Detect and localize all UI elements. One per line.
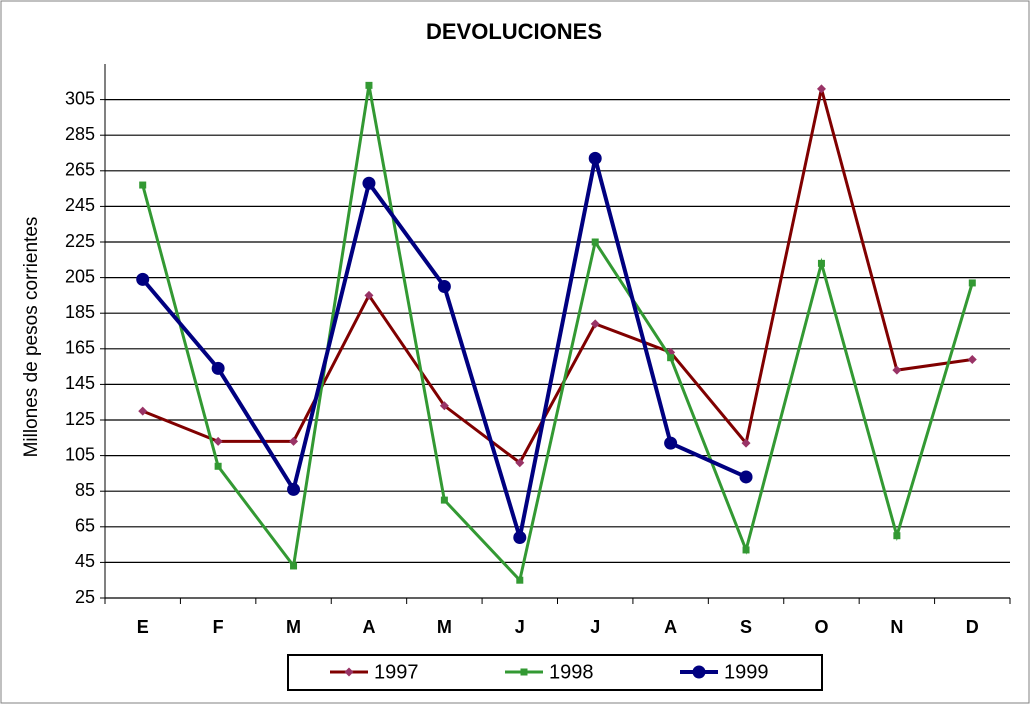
data-point [516, 576, 524, 584]
data-point [139, 181, 147, 189]
x-tick-label: M [286, 617, 301, 637]
x-tick-label: J [590, 617, 600, 637]
y-tick-label: 85 [75, 480, 95, 500]
y-tick-label: 165 [65, 338, 95, 358]
data-point [588, 151, 602, 165]
x-tick-label: D [966, 617, 979, 637]
legend-box [287, 654, 823, 691]
x-tick-label: A [664, 617, 677, 637]
y-tick-label: 245 [65, 195, 95, 215]
y-tick-label: 65 [75, 516, 95, 536]
data-point [287, 482, 301, 496]
legend-label: 1998 [549, 661, 594, 683]
y-tick-label: 45 [75, 551, 95, 571]
data-point [893, 532, 901, 540]
series-line [141, 85, 974, 584]
data-point [211, 361, 225, 375]
data-point [515, 458, 525, 468]
data-point [214, 462, 222, 470]
data-point [289, 436, 299, 446]
y-tick-label: 25 [75, 587, 95, 607]
y-tick-label: 305 [65, 88, 95, 108]
data-point [439, 401, 449, 411]
legend-label: 1997 [374, 661, 419, 683]
data-point [513, 530, 527, 544]
data-point [590, 319, 600, 329]
data-point [817, 259, 825, 267]
data-point [365, 81, 373, 89]
x-tick-label: E [137, 617, 149, 637]
data-point [364, 290, 374, 300]
legend-marker [344, 667, 354, 677]
x-tick-label: J [515, 617, 525, 637]
y-axis-label: Millones de pesos corrientes [21, 217, 42, 458]
chart-title: DEVOLUCIONES [426, 19, 602, 44]
x-tick-label: N [890, 617, 903, 637]
y-tick-label: 265 [65, 160, 95, 180]
data-point [290, 562, 298, 570]
data-point [437, 280, 451, 293]
data-point [136, 272, 150, 286]
legend-marker [520, 668, 528, 676]
data-point [968, 279, 976, 287]
x-tick-label: M [437, 617, 452, 637]
data-point [816, 84, 826, 94]
data-point [741, 438, 751, 448]
data-point [742, 546, 750, 554]
y-tick-label: 185 [65, 302, 95, 322]
x-tick-label: F [213, 617, 224, 637]
y-tick-label: 225 [65, 231, 95, 251]
data-point [440, 496, 448, 504]
y-tick-label: 145 [65, 373, 95, 393]
data-point [967, 354, 977, 364]
y-tick-label: 125 [65, 409, 95, 429]
y-tick-label: 285 [65, 124, 95, 144]
data-point [664, 436, 678, 450]
x-tick-label: S [740, 617, 752, 637]
x-tick-label: A [362, 617, 375, 637]
data-point [362, 176, 376, 190]
data-point [138, 406, 148, 416]
legend-marker [692, 665, 706, 679]
data-point [213, 436, 223, 446]
data-point [739, 470, 753, 484]
y-tick-label: 205 [65, 266, 95, 286]
data-point [892, 365, 902, 375]
series-line [142, 88, 973, 465]
y-tick-label: 105 [65, 444, 95, 464]
legend-label: 1999 [724, 661, 769, 683]
x-tick-label: O [814, 617, 828, 637]
data-point [667, 354, 675, 362]
data-point [591, 238, 599, 246]
